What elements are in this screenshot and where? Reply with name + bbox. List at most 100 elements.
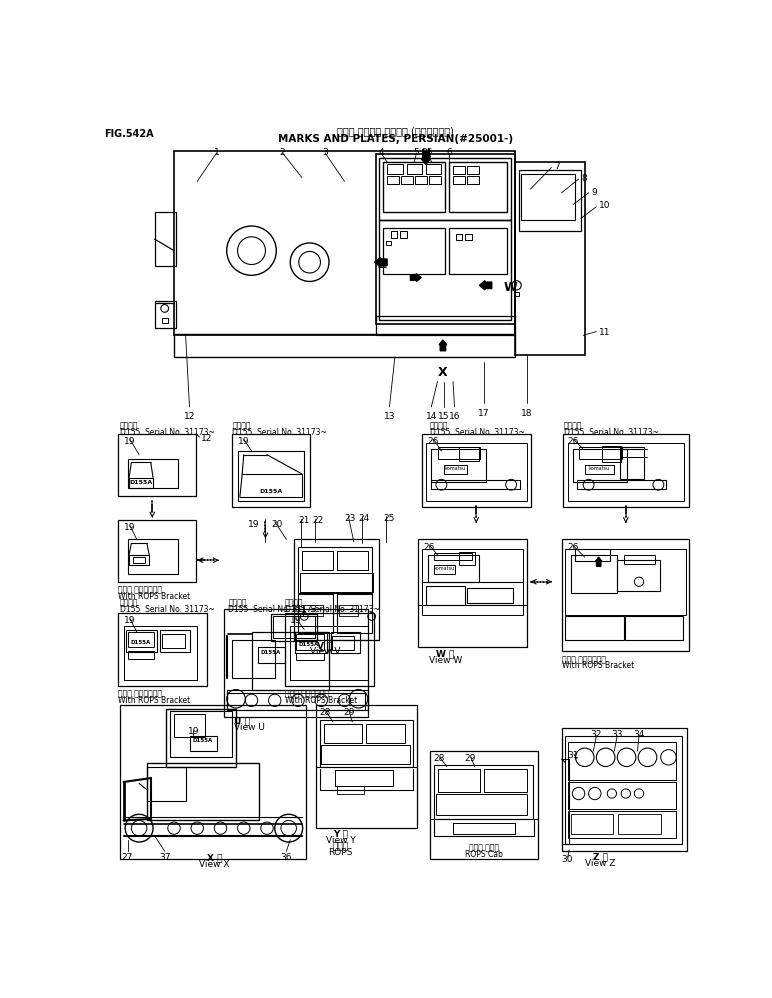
Text: 9: 9 [591, 188, 597, 197]
Text: 19: 19 [290, 617, 302, 626]
Text: ROPS: ROPS [328, 848, 353, 857]
Text: 12: 12 [201, 434, 212, 443]
Bar [456, 234, 462, 240]
Bar [573, 449, 628, 482]
Bar [118, 520, 195, 582]
Bar [575, 550, 611, 561]
Bar [337, 551, 367, 570]
Text: Y 視: Y 視 [334, 829, 348, 838]
Text: 19: 19 [124, 437, 135, 446]
Text: 適用号機: 適用号機 [564, 421, 582, 430]
Text: D155  Serial No. 31173~: D155 Serial No. 31173~ [430, 428, 525, 437]
Bar [426, 443, 527, 501]
Bar [366, 725, 405, 744]
Text: 31: 31 [567, 751, 579, 760]
Text: Z: Z [377, 258, 386, 271]
Bar [154, 300, 176, 327]
Text: D155A: D155A [259, 489, 283, 494]
Bar [567, 811, 676, 838]
Bar [290, 627, 367, 681]
Text: 25: 25 [383, 514, 394, 523]
Text: 19: 19 [188, 727, 199, 736]
Bar [426, 586, 465, 605]
Bar [415, 176, 427, 184]
Bar [618, 814, 661, 833]
Bar [422, 550, 523, 615]
Text: 13: 13 [384, 412, 395, 421]
Text: 19: 19 [124, 617, 135, 626]
Bar [335, 770, 393, 785]
Bar [375, 155, 515, 323]
Bar [238, 451, 304, 501]
Bar [422, 434, 530, 507]
Polygon shape [374, 257, 387, 266]
Bar [127, 539, 178, 574]
Text: 29: 29 [343, 708, 354, 717]
Text: 16: 16 [449, 412, 460, 421]
Bar [232, 640, 275, 678]
Text: マーク オヨビー プレート (ペルシャコー): マーク オヨビー プレート (ペルシャコー) [337, 126, 454, 136]
Bar [432, 480, 520, 489]
Text: View V: View V [310, 648, 340, 657]
Bar [161, 634, 185, 648]
Text: 1: 1 [214, 149, 219, 158]
Text: View X: View X [199, 859, 229, 868]
Bar [602, 446, 621, 462]
Text: 5: 5 [414, 149, 419, 158]
Bar [295, 632, 327, 654]
Text: 24: 24 [358, 514, 370, 523]
Bar [147, 762, 259, 820]
Bar [298, 547, 371, 593]
Bar [258, 648, 285, 663]
Bar [133, 557, 144, 563]
Text: D155  Serial No. 31173~: D155 Serial No. 31173~ [232, 428, 327, 437]
Bar [571, 814, 614, 833]
Text: View Y: View Y [326, 836, 355, 845]
Bar [432, 449, 486, 482]
Bar [625, 617, 683, 640]
Bar [571, 555, 618, 593]
Bar [565, 617, 624, 640]
Bar [296, 653, 324, 661]
Text: ロプス キャブ: ロプス キャブ [469, 843, 499, 852]
Bar [127, 651, 154, 659]
Text: 2: 2 [279, 149, 286, 158]
Bar [459, 553, 475, 565]
Bar [577, 480, 666, 489]
Text: 12: 12 [184, 412, 195, 421]
Bar [514, 292, 519, 296]
Text: 28: 28 [320, 708, 331, 717]
Polygon shape [596, 557, 602, 566]
Text: 21: 21 [298, 516, 310, 525]
Text: 適用号機: 適用号機 [285, 599, 303, 608]
Text: 18: 18 [521, 408, 533, 417]
Polygon shape [439, 340, 447, 350]
Text: 19: 19 [248, 520, 259, 529]
Bar [154, 213, 176, 266]
Bar [174, 715, 205, 738]
Bar [147, 766, 185, 801]
Bar [515, 162, 584, 354]
Bar [189, 736, 217, 751]
Text: ROPS Cab: ROPS Cab [465, 849, 503, 858]
Bar [383, 162, 445, 213]
Bar [323, 725, 362, 744]
Text: D155A: D155A [129, 480, 152, 485]
Text: D155  Serial No. 31173~: D155 Serial No. 31173~ [285, 605, 380, 614]
Text: ロプス: ロプス [333, 842, 349, 851]
Text: 19: 19 [238, 437, 249, 446]
Text: 32: 32 [591, 731, 602, 740]
Text: 6: 6 [446, 149, 452, 158]
Text: With ROPS Bracket: With ROPS Bracket [118, 696, 191, 705]
Bar [563, 434, 689, 507]
Bar [434, 765, 533, 819]
Bar [521, 174, 575, 220]
Text: 15: 15 [438, 412, 449, 421]
Text: 7: 7 [554, 162, 560, 171]
Text: View U: View U [235, 723, 266, 732]
Text: komatsu: komatsu [589, 466, 610, 471]
Bar [294, 539, 379, 640]
Bar [561, 758, 569, 843]
Bar [584, 465, 615, 474]
Bar [567, 443, 684, 501]
